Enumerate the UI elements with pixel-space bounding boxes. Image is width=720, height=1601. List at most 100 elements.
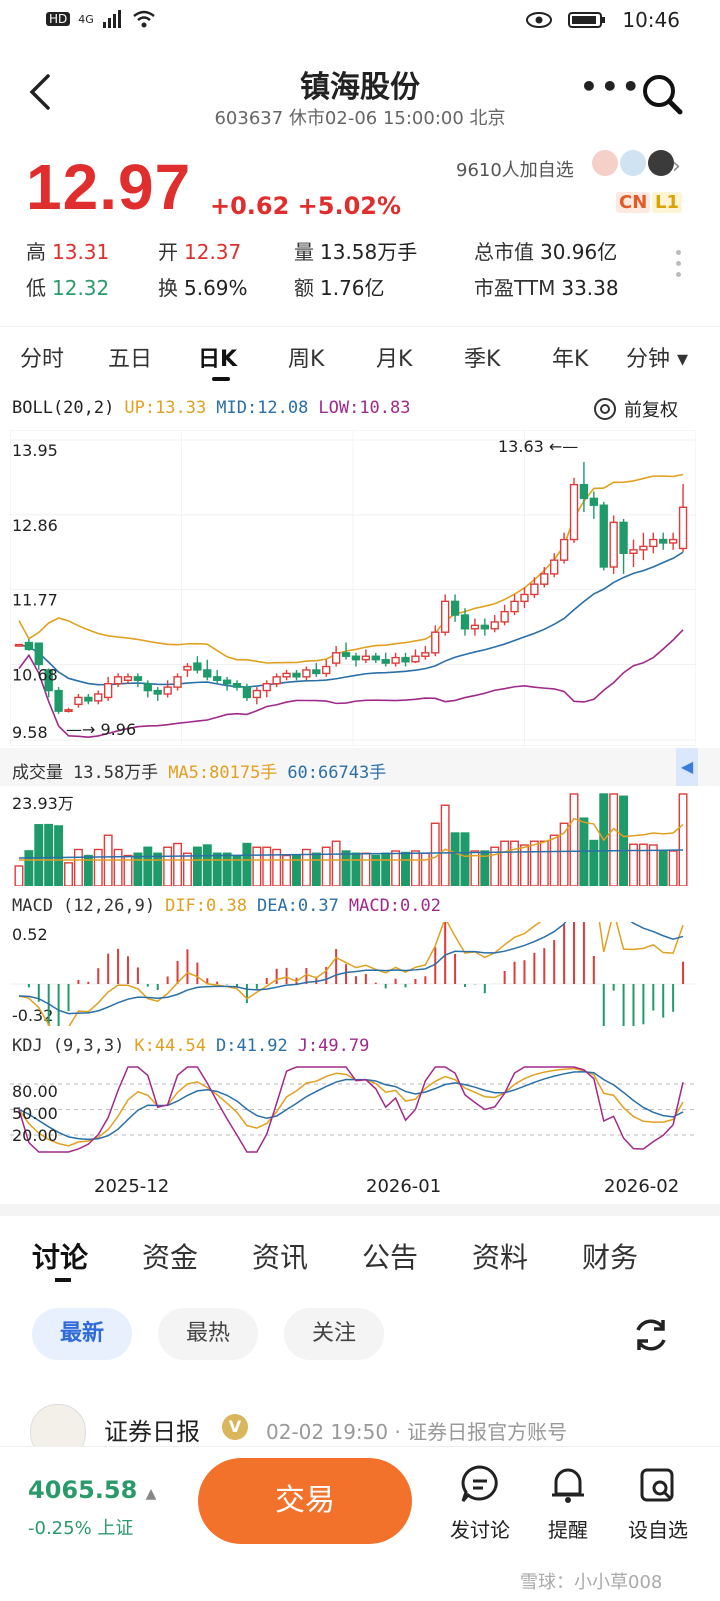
volume-bar (629, 843, 638, 886)
collapse-arrow-icon[interactable]: ◀ (676, 748, 698, 786)
candles (14, 461, 688, 714)
candle-body (173, 676, 182, 688)
more-menu-icon[interactable]: ••• (580, 70, 643, 103)
filter-latest[interactable]: 最新 (32, 1308, 132, 1360)
candle-body (599, 504, 608, 568)
index-value[interactable]: 4065.58 ▲ (28, 1476, 157, 1504)
hd-badge: HD (46, 12, 71, 26)
tab-financials[interactable]: 财务 (582, 1241, 639, 1274)
search-icon[interactable] (640, 72, 684, 116)
avatar (648, 150, 674, 176)
volume-bar (202, 844, 212, 886)
tab-news[interactable]: 资讯 (252, 1241, 309, 1274)
watchlist-button[interactable]: 设自选 (618, 1464, 698, 1543)
candle-body (668, 538, 678, 544)
post-discussion-button[interactable]: 发讨论 (440, 1464, 520, 1543)
tab-discussion[interactable]: 讨论 (32, 1241, 89, 1274)
stat-volume: 量 13.58万手 (294, 240, 418, 264)
filter-hot[interactable]: 最热 (158, 1308, 258, 1360)
kline-chart[interactable]: 13.95 12.86 11.77 10.68 9.58 (10, 430, 696, 746)
trade-button[interactable]: 交易 (198, 1458, 412, 1544)
macd-dea: DEA:0.37 (256, 896, 339, 916)
volume-bar (44, 823, 54, 886)
chevron-right-icon[interactable]: › (672, 154, 681, 179)
candle-body (193, 662, 202, 671)
candle-body (272, 676, 281, 685)
price-tick-label: 9.58 (12, 723, 48, 742)
back-icon[interactable] (24, 72, 60, 112)
volume-bar (163, 846, 173, 886)
followers-count[interactable]: 9610人加自选 (456, 160, 574, 181)
dea-line (18, 922, 684, 1015)
candle-body (84, 696, 93, 702)
kdj-tick-50: 50.00 (12, 1104, 58, 1123)
kebab-icon[interactable] (676, 250, 682, 283)
candle-body (381, 658, 390, 664)
volume-bar (539, 840, 549, 886)
tab-minute[interactable]: 分钟 ▾ (626, 347, 689, 372)
avatar (620, 150, 646, 176)
candle-body (440, 600, 450, 633)
volume-max-label: 23.93万 (12, 794, 74, 813)
tab-monthly-k[interactable]: 月K (376, 347, 413, 372)
tab-daily-k[interactable]: 日K (198, 347, 238, 372)
volume-bar (331, 840, 341, 886)
tab-intraday[interactable]: 分时 (20, 347, 65, 372)
volume-bar (113, 848, 123, 886)
tab-five-day[interactable]: 五日 (108, 347, 153, 372)
candle-body (24, 641, 34, 651)
post-preview[interactable]: 证券日报 V 02-02 19:50 · 证券日报官方账号 (30, 1402, 720, 1460)
candle-body (252, 689, 262, 699)
tab-quarterly-k[interactable]: 季K (464, 347, 501, 372)
period-tabs: 分时 五日 日K 周K 月K 季K 年K 分钟 ▾ (0, 326, 720, 385)
kdj-j-line (18, 1066, 684, 1153)
volume-bar (658, 850, 668, 886)
candle-body (639, 545, 648, 551)
candle-body (44, 669, 53, 692)
candle-body (331, 652, 341, 664)
candle-body (401, 656, 410, 663)
high-annotation: 13.63 ←— (498, 437, 579, 456)
tab-weekly-k[interactable]: 周K (288, 347, 325, 372)
macd-params: (12,26,9) (62, 896, 156, 916)
volume-bar (569, 793, 579, 886)
boll-name: BOLL(20,2) (12, 398, 115, 418)
alert-button[interactable]: 提醒 (528, 1464, 608, 1543)
kdj-legend: KDJ (9,3,3) K:44.54 D:41.92 J:49.79 (12, 1036, 369, 1056)
filter-following[interactable]: 关注 (284, 1308, 384, 1360)
tab-yearly-k[interactable]: 年K (552, 347, 589, 372)
volume-bar (638, 843, 648, 886)
dif-line (18, 922, 684, 1026)
candle-body (530, 583, 539, 596)
candle-body (659, 538, 668, 544)
kdj-k-line (18, 1067, 684, 1147)
clock: 10:46 (622, 8, 680, 32)
volume-bar (420, 852, 430, 886)
tab-profile[interactable]: 资料 (472, 1241, 529, 1274)
tab-capital[interactable]: 资金 (142, 1241, 199, 1274)
volume-legend: 成交量 13.58万手 MA5:80175手 60:66743手 (12, 758, 386, 783)
volume-bar (192, 846, 202, 886)
index-change: -0.25% 上证 (28, 1518, 134, 1539)
price-ticks: 13.95 12.86 11.77 10.68 9.58 (12, 441, 58, 742)
candle-body (550, 559, 559, 575)
volume-bar (549, 834, 559, 886)
adjust-toggle[interactable]: 前复权 (594, 396, 678, 422)
volume-bar (351, 852, 361, 886)
candle-body (629, 549, 638, 554)
tab-announcements[interactable]: 公告 (362, 1241, 419, 1274)
x-label: 2025-12 (94, 1176, 170, 1197)
section-tabs: 讨论 资金 资讯 公告 资料 财务 (0, 1236, 720, 1286)
status-bar: HD 4G 10:46 (0, 0, 720, 44)
volume-bar (619, 795, 629, 886)
refresh-icon[interactable] (630, 1314, 672, 1356)
volume-bar (361, 852, 371, 886)
stat-market-cap: 总市值 30.96亿 (474, 240, 618, 264)
candle-body (431, 631, 440, 654)
volume-bar (73, 848, 83, 886)
current-price: 12.97 (26, 151, 192, 223)
volume-bar (242, 842, 252, 886)
macd-dif: DIF:0.38 (165, 896, 247, 916)
follower-avatars[interactable] (592, 150, 674, 176)
verified-icon: V (222, 1414, 248, 1440)
